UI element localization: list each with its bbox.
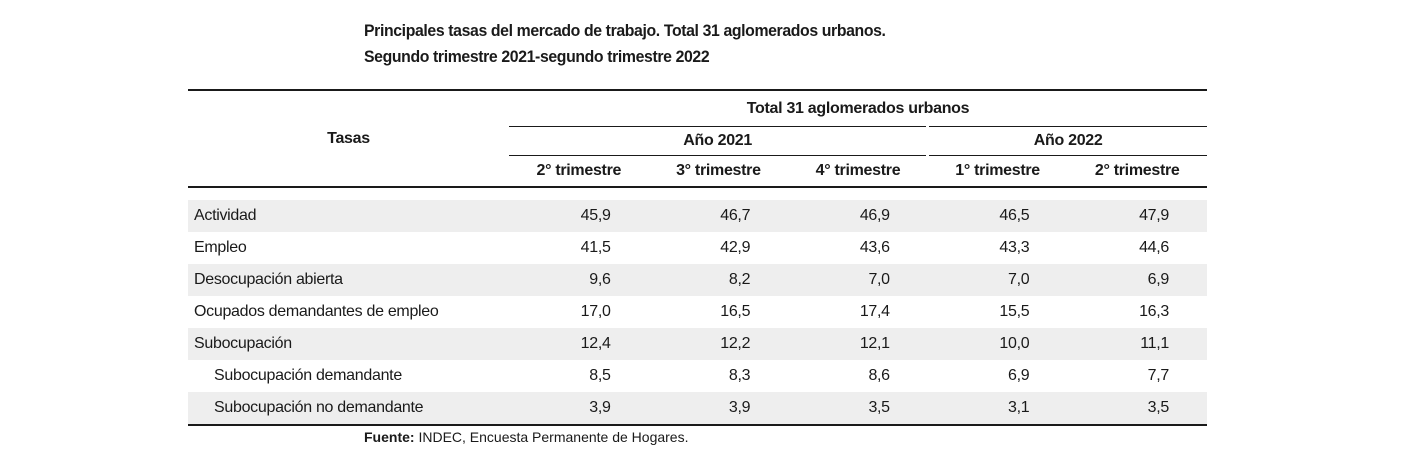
title-line-2: Segundo trimestre 2021-segundo trimestre…: [364, 47, 710, 66]
cell-value: 16,5: [720, 303, 751, 320]
row-label: Subocupación no demandante: [188, 392, 509, 426]
cell-value: 8,2: [648, 264, 789, 296]
cell-value: 8,3: [728, 367, 751, 384]
table-row: Empleo 41,5 42,9 43,6 43,3 44,6: [188, 232, 1207, 264]
quarter-header: 1° trimestre: [927, 155, 1068, 188]
cell-value: 3,5: [788, 392, 928, 426]
cell-value: 9,6: [509, 264, 649, 296]
cell-value: 6,9: [1067, 264, 1208, 296]
row-label: Ocupados demandantes de empleo: [194, 303, 439, 320]
cell-value: 17,0: [580, 303, 611, 320]
table-header: Tasas Total 31 aglomerados urbanos Año 2…: [188, 90, 1208, 188]
source-note: Fuente: INDEC, Encuesta Permanente de Ho…: [364, 429, 688, 445]
table-row: Subocupación no demandante 3,9 3,9 3,5 3…: [188, 392, 1208, 426]
source-label: Fuente:: [364, 429, 415, 445]
table-title: Principales tasas del mercado de trabajo…: [364, 18, 886, 70]
quarter-header: 3° trimestre: [648, 155, 789, 188]
quarter-header: 2° trimestre: [509, 155, 649, 188]
row-label: Subocupación: [188, 328, 509, 360]
row-label: Empleo: [194, 239, 247, 256]
cell-value: 12,1: [788, 328, 928, 360]
cell-value: 46,5: [927, 200, 1068, 232]
cell-value: 3,9: [648, 392, 789, 426]
cell-value: 3,5: [1067, 392, 1208, 426]
table-row: Subocupación demandante 8,5 8,3 8,6 6,9 …: [188, 360, 1207, 392]
quarter-header: 4° trimestre: [788, 155, 928, 188]
table-row: Ocupados demandantes de empleo 17,0 16,5…: [188, 296, 1207, 328]
cell-value: 43,6: [859, 239, 890, 256]
year-header-2022: Año 2022: [926, 126, 1208, 156]
cell-value: 42,9: [720, 239, 751, 256]
labor-market-table: Tasas Total 31 aglomerados urbanos Año 2…: [188, 89, 1208, 426]
cell-value: 12,4: [509, 328, 649, 360]
cell-value: 46,9: [788, 200, 928, 232]
row-label: Actividad: [188, 200, 509, 232]
cell-value: 6,9: [1008, 367, 1030, 384]
table-row: Actividad 45,9 46,7 46,9 46,5 47,9: [188, 200, 1208, 232]
cell-value: 11,1: [1067, 328, 1208, 360]
cell-value: 10,0: [927, 328, 1068, 360]
row-label: Subocupación demandante: [214, 367, 402, 384]
cell-value: 8,5: [589, 367, 611, 384]
cell-value: 3,1: [927, 392, 1068, 426]
cell-value: 3,9: [509, 392, 649, 426]
cell-value: 17,4: [859, 303, 890, 320]
cell-value: 41,5: [580, 239, 611, 256]
table-body: Actividad 45,9 46,7 46,9 46,5 47,9 Emple…: [188, 187, 1208, 426]
table-row: Subocupación 12,4 12,2 12,1 10,0 11,1: [188, 328, 1208, 360]
table-row: Desocupación abierta 9,6 8,2 7,0 7,0 6,9: [188, 264, 1208, 296]
cell-value: 43,3: [999, 239, 1030, 256]
cell-value: 16,3: [1139, 303, 1170, 320]
cell-value: 8,6: [868, 367, 890, 384]
cell-value: 7,7: [1147, 367, 1170, 384]
row-header-tasas: Tasas: [188, 90, 509, 188]
cell-value: 15,5: [999, 303, 1030, 320]
cell-value: 44,6: [1139, 239, 1170, 256]
cell-value: 7,0: [788, 264, 928, 296]
labor-market-table-container: Tasas Total 31 aglomerados urbanos Año 2…: [188, 89, 1208, 426]
cell-value: 7,0: [927, 264, 1068, 296]
cell-value: 12,2: [648, 328, 789, 360]
year-header-2021: Año 2021: [509, 126, 930, 156]
group-header: Total 31 aglomerados urbanos: [509, 90, 1208, 127]
title-line-1: Principales tasas del mercado de trabajo…: [364, 21, 886, 40]
cell-value: 45,9: [509, 200, 649, 232]
source-text: INDEC, Encuesta Permanente de Hogares.: [414, 429, 689, 445]
cell-value: 46,7: [648, 200, 789, 232]
cell-value: 47,9: [1067, 200, 1208, 232]
row-label: Desocupación abierta: [188, 264, 509, 296]
quarter-header: 2° trimestre: [1067, 155, 1208, 188]
